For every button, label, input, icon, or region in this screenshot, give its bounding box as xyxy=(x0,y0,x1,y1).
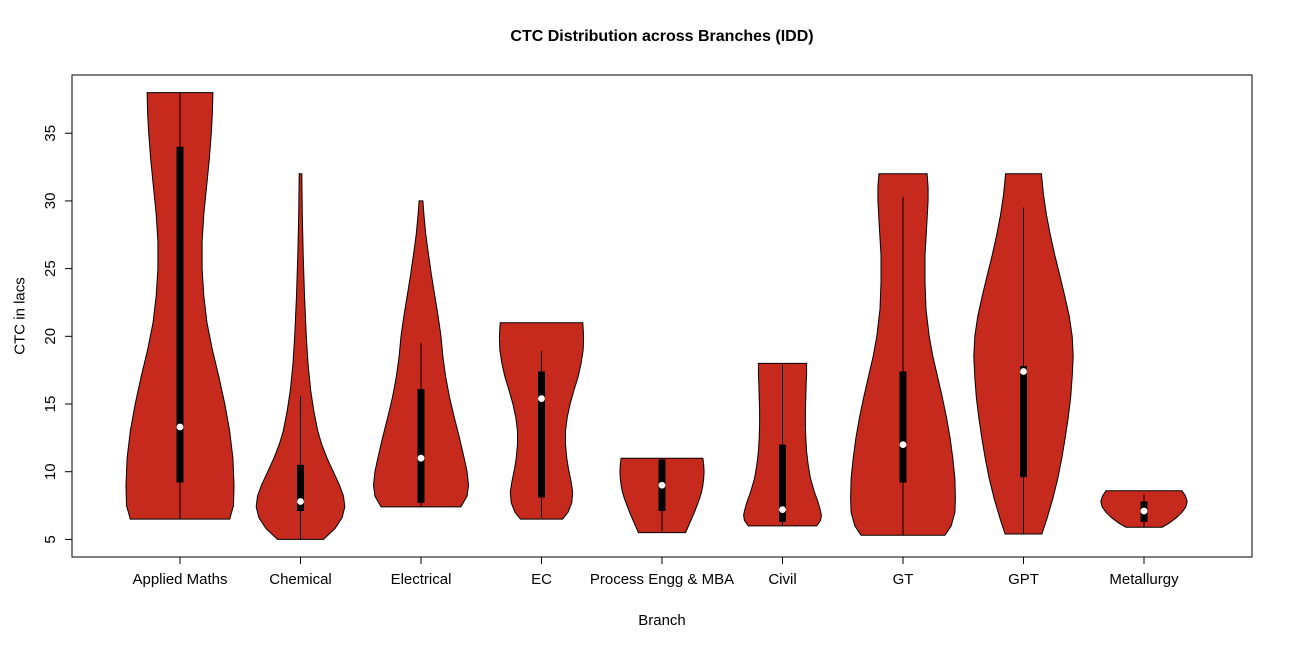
y-tick-label: 5 xyxy=(42,535,59,543)
median-dot-applied-maths xyxy=(176,423,184,431)
y-tick-label: 15 xyxy=(42,396,59,413)
x-tick-label-gt: GT xyxy=(893,571,914,588)
median-dot-metallurgy xyxy=(1140,507,1148,515)
y-tick-label: 30 xyxy=(42,193,59,210)
median-dot-ec xyxy=(538,395,545,402)
violin-chemical xyxy=(255,173,346,540)
median-dot-gpt xyxy=(1020,368,1027,375)
x-axis-title: Branch xyxy=(638,612,686,629)
median-dot-civil xyxy=(779,506,786,514)
median-dot-chemical xyxy=(297,498,304,505)
median-dot-gt xyxy=(899,441,907,449)
x-tick-label-process-engg-mba: Process Engg & MBA xyxy=(590,571,734,588)
chart-title: CTC Distribution across Branches (IDD) xyxy=(510,28,814,45)
x-tick-label-applied-maths: Applied Maths xyxy=(132,571,227,588)
y-tick-label: 25 xyxy=(42,260,59,277)
x-tick-label-gpt: GPT xyxy=(1008,571,1039,588)
y-tick-label: 10 xyxy=(42,463,59,480)
x-tick-label-metallurgy: Metallurgy xyxy=(1109,571,1179,588)
median-dot-electrical xyxy=(417,454,425,462)
median-dot-process-engg-mba xyxy=(658,481,666,489)
x-tick-label-ec: EC xyxy=(531,571,552,588)
x-tick-label-electrical: Electrical xyxy=(391,571,452,588)
x-tick-label-civil: Civil xyxy=(768,571,796,588)
x-tick-label-chemical: Chemical xyxy=(269,571,332,588)
y-tick-label: 35 xyxy=(42,125,59,142)
y-tick-label: 20 xyxy=(42,328,59,345)
